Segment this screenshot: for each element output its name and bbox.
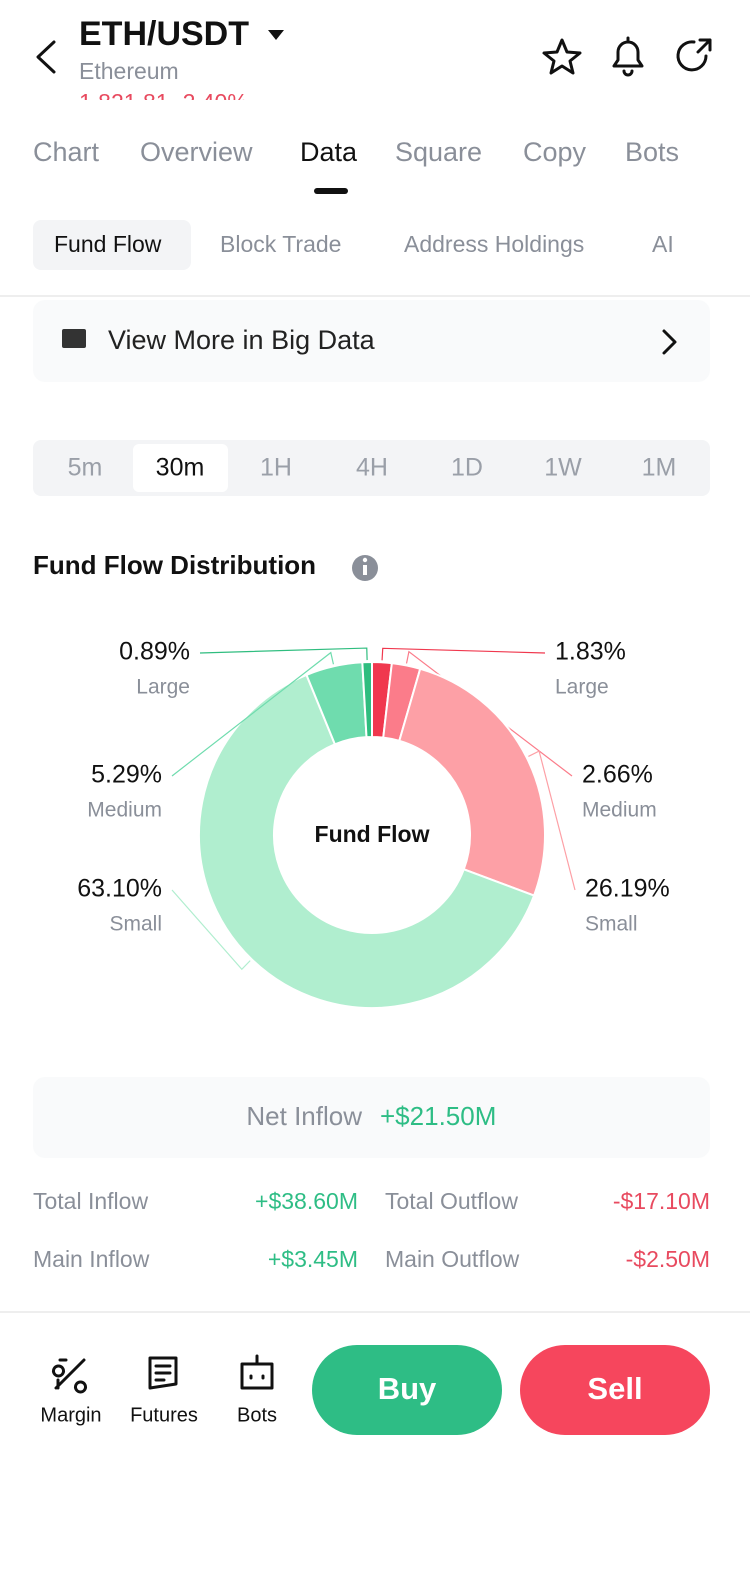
- favorite-icon[interactable]: [542, 38, 582, 75]
- sell-button[interactable]: [520, 1345, 710, 1435]
- stat-value: -$17.10M: [613, 1188, 710, 1214]
- slice-category-label: Small: [109, 913, 162, 936]
- stat-label: Total Outflow: [385, 1188, 518, 1214]
- leader-line: [171, 651, 335, 777]
- stat-label: Main Outflow: [385, 1246, 520, 1272]
- tab[interactable]: Square: [395, 137, 482, 167]
- tab[interactable]: Bots: [625, 137, 679, 167]
- stat-label: Main Inflow: [33, 1246, 150, 1272]
- chevron: [662, 329, 677, 355]
- subtab-active[interactable]: Fund Flow: [54, 231, 162, 257]
- interval[interactable]: 4H: [356, 454, 388, 482]
- donut-center-label: Fund Flow: [315, 821, 430, 847]
- donut-segment: [361, 660, 373, 739]
- tab[interactable]: Copy: [523, 137, 587, 167]
- slice-value-label: 1.83%: [555, 638, 626, 666]
- sell-label[interactable]: Sell: [587, 1371, 642, 1406]
- interval-active[interactable]: 30m: [156, 454, 205, 482]
- interval[interactable]: 1D: [451, 454, 483, 482]
- big-data-icon: [62, 329, 86, 348]
- interval[interactable]: 5m: [68, 454, 103, 482]
- stat-label: Total Inflow: [33, 1188, 148, 1214]
- tab[interactable]: Overview: [140, 137, 253, 167]
- leader-line: [528, 750, 576, 891]
- slice-category-label: Medium: [87, 799, 162, 822]
- info-icon-glyph: [362, 557, 368, 563]
- interval[interactable]: 1H: [260, 454, 292, 482]
- stat-value: +$38.60M: [255, 1188, 358, 1214]
- bots-icon[interactable]: [240, 1354, 274, 1390]
- net-inflow-card: [33, 1077, 710, 1158]
- net-inflow-label: Net Inflow: [246, 1101, 362, 1131]
- leader-line: [171, 889, 251, 971]
- buy-button[interactable]: [312, 1345, 502, 1435]
- slice-category-label: Large: [555, 676, 609, 699]
- subtab[interactable]: Block Trade: [220, 231, 341, 257]
- alert-icon[interactable]: [612, 36, 644, 77]
- tab-active[interactable]: Data: [300, 137, 358, 167]
- tab-indicator: [314, 188, 348, 194]
- interval-active-bg: [133, 444, 228, 492]
- buy-label[interactable]: Buy: [378, 1371, 437, 1406]
- donut-segment: [198, 673, 536, 1009]
- tabs: Chart Overview Data Square Copy Bots: [33, 137, 679, 194]
- leader-line: [199, 647, 368, 661]
- price: 1,821.81 -2.40%: [79, 89, 248, 115]
- nav-label[interactable]: Futures: [130, 1404, 198, 1426]
- big-data-link[interactable]: View More in Big Data: [108, 325, 376, 355]
- donut-chart: 1.83% Large 2.66% Medium 26.19% Small 63.10% Sm…: [77, 638, 670, 1009]
- pair-title[interactable]: ETH/USDT: [79, 15, 249, 53]
- pair-name: Ethereum: [79, 58, 179, 84]
- slice-value-label: 26.19%: [585, 875, 670, 903]
- futures-icon[interactable]: [148, 1356, 178, 1390]
- chart-title: Fund Flow Distribution: [33, 550, 316, 580]
- slice-category-label: Medium: [582, 799, 657, 822]
- share-icon[interactable]: [676, 38, 712, 72]
- slice-category-label: Small: [585, 913, 638, 936]
- interval[interactable]: 1W: [544, 454, 582, 482]
- subtab[interactable]: AI: [652, 231, 674, 257]
- stat-value: -$2.50M: [626, 1246, 710, 1272]
- tab[interactable]: Chart: [33, 137, 100, 167]
- net-inflow-value: +$21.50M: [380, 1101, 496, 1131]
- leader-line: [405, 650, 573, 777]
- nav-label[interactable]: Margin: [40, 1404, 101, 1426]
- leader-line: [381, 647, 546, 661]
- stat-value: +$3.45M: [268, 1246, 358, 1272]
- back-button[interactable]: [36, 40, 56, 74]
- margin-icon[interactable]: [52, 1358, 87, 1394]
- pair-dropdown[interactable]: [268, 30, 284, 40]
- slice-value-label: 5.29%: [91, 761, 162, 789]
- slice-category-label: Large: [136, 676, 190, 699]
- interval[interactable]: 1M: [642, 454, 677, 482]
- slice-value-label: 2.66%: [582, 761, 653, 789]
- slice-value-label: 0.89%: [119, 638, 190, 666]
- info-icon-glyph: [363, 565, 367, 575]
- subtab[interactable]: Address Holdings: [404, 231, 584, 257]
- donut-segment: [398, 667, 546, 897]
- slice-value-label: 63.10%: [77, 875, 162, 903]
- nav-label[interactable]: Bots: [237, 1404, 277, 1426]
- big-data-card[interactable]: [33, 300, 710, 382]
- subtab-active-bg: [33, 220, 191, 270]
